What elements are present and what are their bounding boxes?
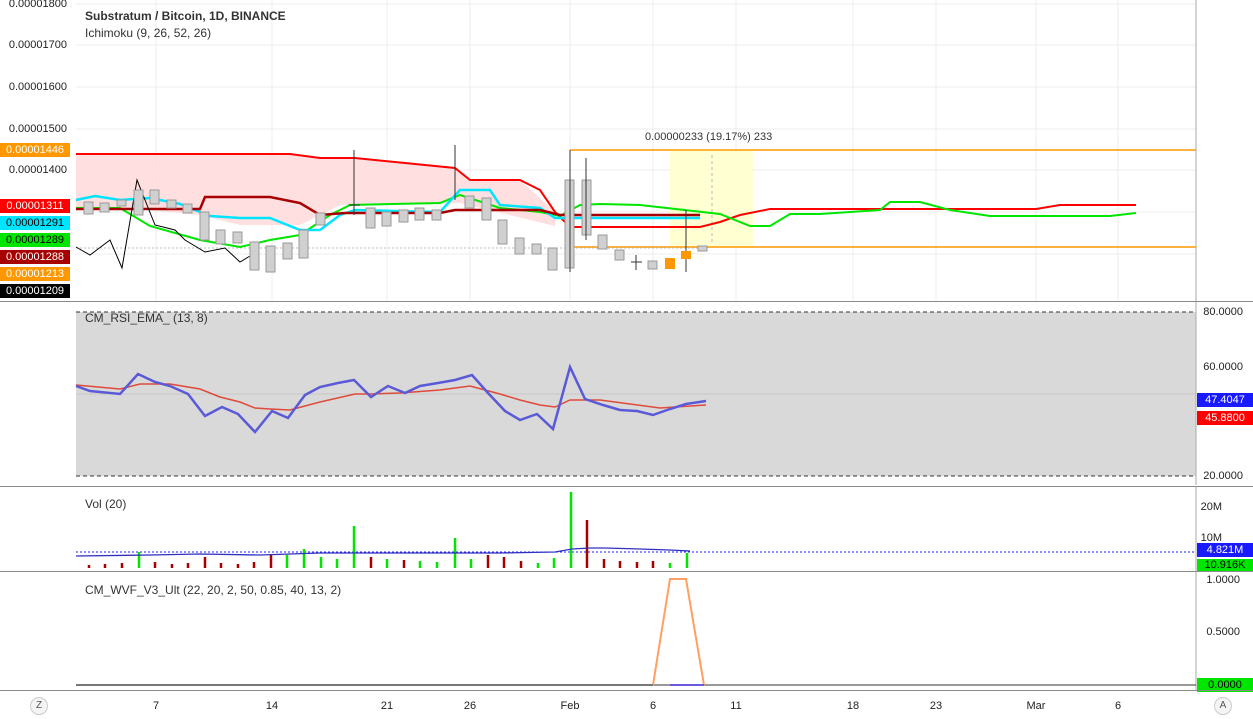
- candles: [83, 179, 708, 273]
- price-tag: 0.00001288: [0, 250, 70, 264]
- rsi-axis-label: 20.0000: [1203, 470, 1243, 482]
- rsi-value-tag: 47.4047: [1197, 393, 1253, 407]
- chikou-line: [75, 178, 251, 270]
- rsi-pane[interactable]: CM_RSI_EMA_ (13, 8) 80.0000 60.0000 20.0…: [0, 302, 1253, 485]
- volume-axis-label: 20M: [1200, 501, 1222, 513]
- symbol-legend[interactable]: Substratum / Bitcoin, 1D, BINANCE: [85, 9, 286, 23]
- price-tag: 0.00001291: [0, 216, 70, 230]
- rsi-line: [75, 363, 707, 434]
- candle-orange: [665, 258, 675, 269]
- auto-scale-button[interactable]: A: [1214, 697, 1232, 715]
- senkou-span-b: [76, 153, 1136, 228]
- time-axis-label: 18: [846, 700, 860, 712]
- price-pane[interactable]: Substratum / Bitcoin, 1D, BINANCE Ichimo…: [0, 0, 1253, 301]
- time-axis-label: 14: [265, 700, 279, 712]
- wvf-value-tag: 0.0000: [1197, 678, 1253, 692]
- candle-orange: [681, 251, 691, 259]
- price-axis-label: 0.00001700: [8, 39, 67, 51]
- time-axis-label: Mar: [1026, 700, 1046, 712]
- volume-pane[interactable]: Vol (20) 20M 10M 4.821M 10.916K: [0, 487, 1253, 571]
- price-axis-label: 0.00001800: [8, 0, 67, 10]
- time-axis-label: Feb: [560, 700, 580, 712]
- time-axis-label: 7: [152, 700, 160, 712]
- price-tag: 0.00001446: [0, 143, 70, 157]
- price-tag: 0.00001289: [0, 233, 70, 247]
- wvf-legend[interactable]: CM_WVF_V3_Ult (22, 20, 2, 50, 0.85, 40, …: [85, 583, 342, 597]
- rsi-ema-value-tag: 45.8800: [1197, 411, 1253, 425]
- price-chart[interactable]: [0, 0, 1253, 301]
- time-axis-label: 6: [1114, 700, 1122, 712]
- wvf-axis-label: 1.0000: [1206, 574, 1240, 586]
- price-axis-label: 0.00001600: [8, 81, 67, 93]
- price-tag: 0.00001209: [0, 284, 70, 298]
- price-tag: 0.00001311: [0, 199, 70, 213]
- volume-bars: [87, 492, 689, 568]
- rsi-axis-label: 80.0000: [1203, 306, 1243, 318]
- wvf-pane[interactable]: CM_WVF_V3_Ult (22, 20, 2, 50, 0.85, 40, …: [0, 572, 1253, 692]
- price-axis-label: 0.00001400: [8, 164, 67, 176]
- rsi-chart[interactable]: [0, 302, 1253, 485]
- time-axis-label: 26: [463, 700, 477, 712]
- wvf-axis-label: 0.5000: [1206, 626, 1240, 638]
- rsi-axis-label: 60.0000: [1203, 361, 1243, 373]
- zoom-reset-button[interactable]: Z: [30, 697, 48, 715]
- kijun-line: [76, 195, 700, 217]
- rsi-ema-line: [75, 383, 707, 411]
- time-axis-label: 6: [649, 700, 657, 712]
- wvf-chart[interactable]: [0, 572, 1253, 690]
- volume-value-tag: 10.916K: [1197, 559, 1253, 571]
- measure-label: 0.00000233 (19.17%) 233: [645, 131, 773, 143]
- volume-ma-line: [75, 547, 691, 557]
- ichimoku-legend[interactable]: Ichimoku (9, 26, 52, 26): [85, 26, 212, 40]
- price-tag: 0.00001213: [0, 267, 70, 281]
- volume-legend[interactable]: Vol (20): [85, 497, 127, 511]
- volume-chart[interactable]: [0, 487, 1253, 571]
- price-axis-label: 0.00001500: [8, 123, 67, 135]
- rsi-legend[interactable]: CM_RSI_EMA_ (13, 8): [85, 311, 208, 325]
- volume-axis-label: 10M: [1200, 532, 1222, 544]
- volume-ma-value-tag: 4.821M: [1197, 543, 1253, 557]
- time-axis-separator: [0, 690, 1253, 691]
- time-axis-label: 23: [929, 700, 943, 712]
- time-axis-label: 21: [380, 700, 394, 712]
- pane-separator[interactable]: [0, 486, 1253, 487]
- pane-separator[interactable]: [0, 571, 1253, 572]
- pane-separator[interactable]: [0, 301, 1253, 302]
- time-axis-label: 11: [730, 700, 742, 712]
